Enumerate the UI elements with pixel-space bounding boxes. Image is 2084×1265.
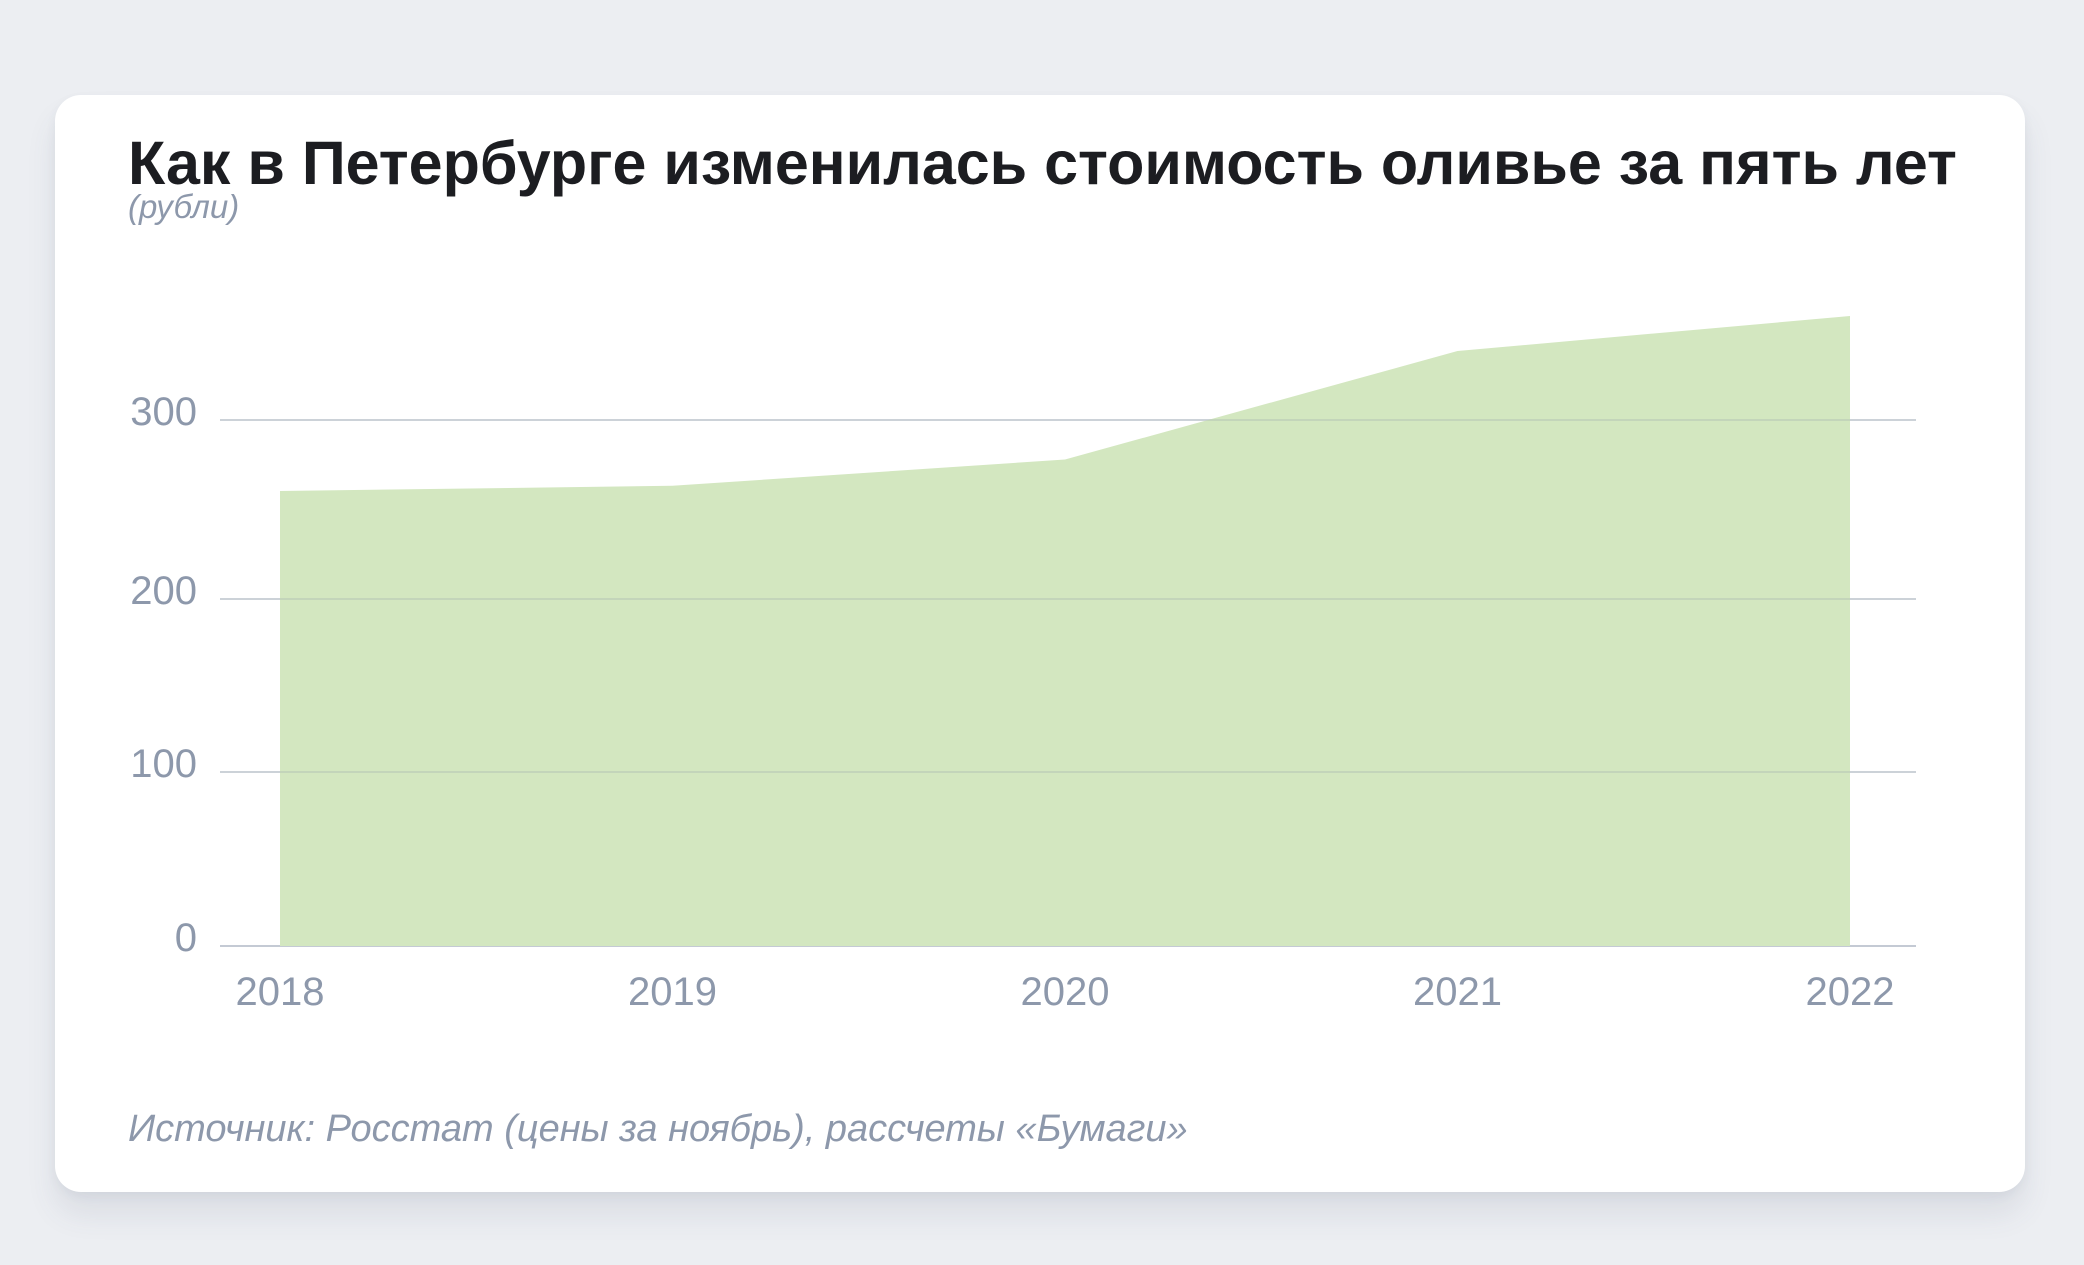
- svg-text:2021: 2021: [1413, 970, 1502, 1014]
- svg-text:100: 100: [130, 742, 197, 786]
- svg-text:2022: 2022: [1806, 970, 1895, 1014]
- svg-text:300: 300: [130, 390, 197, 434]
- svg-text:2018: 2018: [236, 970, 325, 1014]
- svg-text:2020: 2020: [1021, 970, 1110, 1014]
- svg-text:0: 0: [175, 916, 197, 960]
- svg-text:200: 200: [130, 569, 197, 613]
- svg-text:2019: 2019: [628, 970, 717, 1014]
